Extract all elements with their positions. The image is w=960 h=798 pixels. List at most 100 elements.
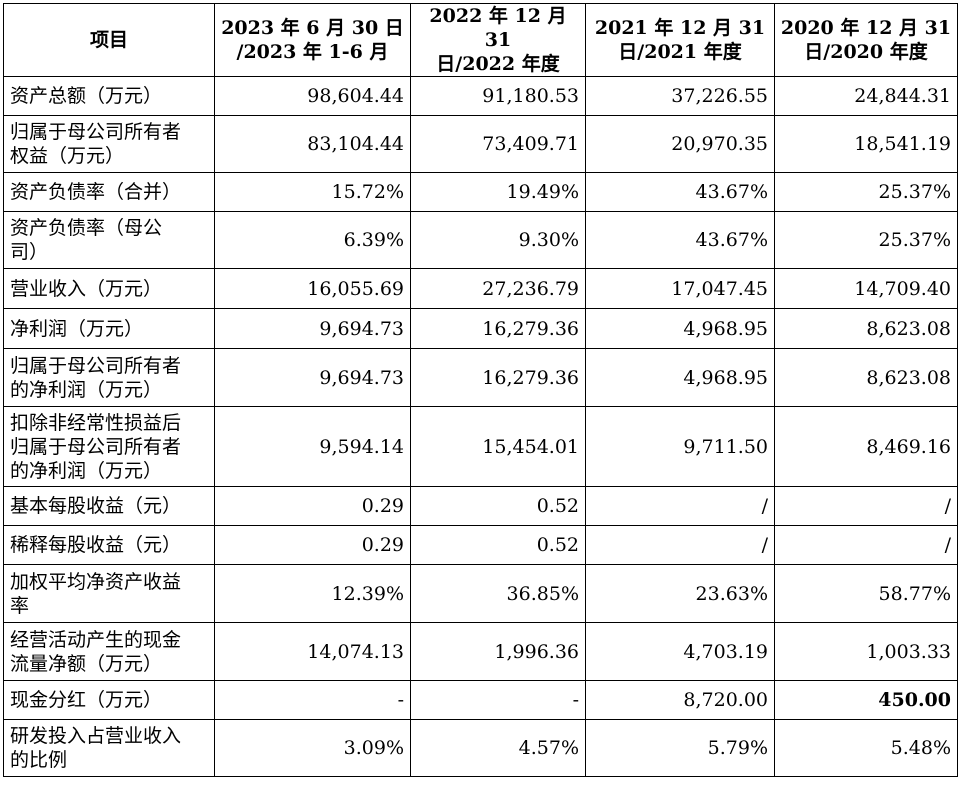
cell-col-2020: 8,623.08: [774, 308, 958, 349]
cell-col-2021: 8,720.00: [585, 680, 775, 720]
header-text-line: /2023 年 1-6 月: [236, 41, 389, 63]
cell-col-2021: 9,711.50: [585, 406, 775, 487]
cell-col-2020: 450.00: [774, 680, 958, 720]
table-header-row: 项目 2023 年 6 月 30 日/2023 年 1-6 月 2022 年 12 …: [3, 3, 958, 77]
cell-col-2022: 0.52: [410, 486, 586, 526]
row-label: 资产负债率（合并）: [3, 172, 215, 212]
cell-col-2021: 43.67%: [585, 211, 775, 269]
cell-col-2022: 16,279.36: [410, 308, 586, 349]
cell-col-2023h1: 0.29: [214, 525, 411, 565]
financial-table-container: 项目 2023 年 6 月 30 日/2023 年 1-6 月 2022 年 12 …: [3, 3, 958, 777]
table-row: 经营活动产生的现金 流量净额（万元） 14,074.13 1,996.36 4,703.…: [3, 622, 958, 681]
cell-col-2021: 23.63%: [585, 564, 775, 623]
header-2022: 2022 年 12 月 31 日/2022 年度: [410, 3, 586, 77]
header-text-line: 2023 年 6 月 30 日: [221, 17, 404, 39]
cell-col-2020: 8,623.08: [774, 348, 958, 407]
table-row: 净利润（万元） 9,694.73 16,279.36 4,968.95 8,623.08: [3, 308, 958, 349]
header-text-line: 2020 年 12 月 31: [780, 17, 952, 39]
cell-col-2020: 24,844.31: [774, 76, 958, 116]
cell-col-2021: 4,968.95: [585, 348, 775, 407]
cell-col-2020: /: [774, 486, 958, 526]
row-label: 营业收入（万元）: [3, 268, 215, 309]
cell-col-2023h1: 12.39%: [214, 564, 411, 623]
table-row: 基本每股收益（元） 0.29 0.52//: [3, 486, 958, 526]
header-text-line: 项目: [89, 29, 128, 51]
header-text-line: 日/2022 年度: [436, 53, 560, 75]
cell-col-2022: 16,279.36: [410, 348, 586, 407]
table-row: 资产总额（万元） 98,604.44 91,180.53 37,226.55 24,84…: [3, 76, 958, 116]
row-label: 研发投入占营业收入 的比例: [3, 719, 215, 777]
cell-col-2023h1: 9,694.73: [214, 308, 411, 349]
cell-col-2022: 4.57%: [410, 719, 586, 777]
cell-col-2021: 37,226.55: [585, 76, 775, 116]
table-row: 研发投入占营业收入 的比例 3.09% 4.57% 5.79% 5.48%: [3, 719, 958, 777]
table-row: 加权平均净资产收益率 12.39% 36.85% 23.63% 58.77%: [3, 564, 958, 623]
cell-col-2022: 27,236.79: [410, 268, 586, 309]
header-text-line: 2021 年 12 月 31: [594, 17, 766, 39]
row-label: 基本每股收益（元）: [3, 486, 215, 526]
cell-col-2022: 91,180.53: [410, 76, 586, 116]
cell-col-2021: 4,968.95: [585, 308, 775, 349]
cell-col-2020: 25.37%: [774, 211, 958, 269]
row-label: 资产负债率（母公 司）: [3, 211, 215, 269]
header-text-line: 日/2021 年度: [618, 41, 742, 63]
cell-col-2023h1: 83,104.44: [214, 115, 411, 173]
cell-col-2023h1: 9,694.73: [214, 348, 411, 407]
cell-col-2023h1: 6.39%: [214, 211, 411, 269]
row-label: 净利润（万元）: [3, 308, 215, 349]
cell-col-2023h1: 16,055.69: [214, 268, 411, 309]
cell-col-2021: 5.79%: [585, 719, 775, 777]
row-label: 归属于母公司所有者 的净利润（万元）: [3, 348, 215, 407]
row-label: 资产总额（万元）: [3, 76, 215, 116]
table-row: 扣除非经常性损益后 归属于母公司所有者 的净利润（万元） 9,594.14 15,454…: [3, 406, 958, 487]
row-label: 经营活动产生的现金 流量净额（万元）: [3, 622, 215, 681]
table-row: 现金分红（万元） - -8,720.00 450.00: [3, 680, 958, 720]
header-item: 项目: [3, 3, 215, 77]
cell-col-2021: 20,970.35: [585, 115, 775, 173]
cell-col-2022: 36.85%: [410, 564, 586, 623]
table-row: 资产负债率（合并） 15.72% 19.49% 43.67% 25.37%: [3, 172, 958, 212]
cell-col-2023h1: -: [214, 680, 411, 720]
cell-col-2020: /: [774, 525, 958, 565]
row-label: 扣除非经常性损益后 归属于母公司所有者 的净利润（万元）: [3, 406, 215, 487]
cell-col-2021: 4,703.19: [585, 622, 775, 681]
cell-col-2022: 9.30%: [410, 211, 586, 269]
cell-col-2020: 14,709.40: [774, 268, 958, 309]
table-row: 稀释每股收益（元） 0.29 0.52//: [3, 525, 958, 565]
cell-col-2023h1: 9,594.14: [214, 406, 411, 487]
cell-col-2023h1: 15.72%: [214, 172, 411, 212]
header-2021: 2021 年 12 月 31 日/2021 年度: [585, 3, 775, 77]
header-text-line: 日/2020 年度: [804, 41, 928, 63]
table-row: 营业收入（万元） 16,055.69 27,236.79 17,047.45 14,70…: [3, 268, 958, 309]
cell-col-2021: 43.67%: [585, 172, 775, 212]
table-row: 归属于母公司所有者 权益（万元） 83,104.44 73,409.71 20,970.…: [3, 115, 958, 173]
cell-col-2023h1: 3.09%: [214, 719, 411, 777]
row-label: 加权平均净资产收益率: [3, 564, 215, 623]
row-label: 现金分红（万元）: [3, 680, 215, 720]
cell-col-2020: 8,469.16: [774, 406, 958, 487]
cell-col-2021: /: [585, 525, 775, 565]
header-2023h1: 2023 年 6 月 30 日/2023 年 1-6 月: [214, 3, 411, 77]
cell-col-2022: 0.52: [410, 525, 586, 565]
cell-col-2021: 17,047.45: [585, 268, 775, 309]
header-2020: 2020 年 12 月 31 日/2020 年度: [774, 3, 958, 77]
table-body: 资产总额（万元） 98,604.44 91,180.53 37,226.55 24,84…: [3, 76, 958, 777]
table-row: 资产负债率（母公 司） 6.39% 9.30% 43.67% 25.37%: [3, 211, 958, 269]
cell-col-2023h1: 0.29: [214, 486, 411, 526]
table-row: 归属于母公司所有者 的净利润（万元） 9,694.73 16,279.36 4,968.…: [3, 348, 958, 407]
cell-col-2022: 1,996.36: [410, 622, 586, 681]
cell-col-2021: /: [585, 486, 775, 526]
cell-col-2020: 1,003.33: [774, 622, 958, 681]
cell-col-2022: -: [410, 680, 586, 720]
cell-col-2020: 5.48%: [774, 719, 958, 777]
row-label: 稀释每股收益（元）: [3, 525, 215, 565]
cell-col-2022: 73,409.71: [410, 115, 586, 173]
row-label: 归属于母公司所有者 权益（万元）: [3, 115, 215, 173]
cell-col-2020: 18,541.19: [774, 115, 958, 173]
cell-col-2023h1: 98,604.44: [214, 76, 411, 116]
cell-col-2023h1: 14,074.13: [214, 622, 411, 681]
cell-col-2020: 58.77%: [774, 564, 958, 623]
header-text-line: 2022 年 12 月 31: [429, 5, 567, 51]
cell-col-2022: 19.49%: [410, 172, 586, 212]
cell-col-2022: 15,454.01: [410, 406, 586, 487]
